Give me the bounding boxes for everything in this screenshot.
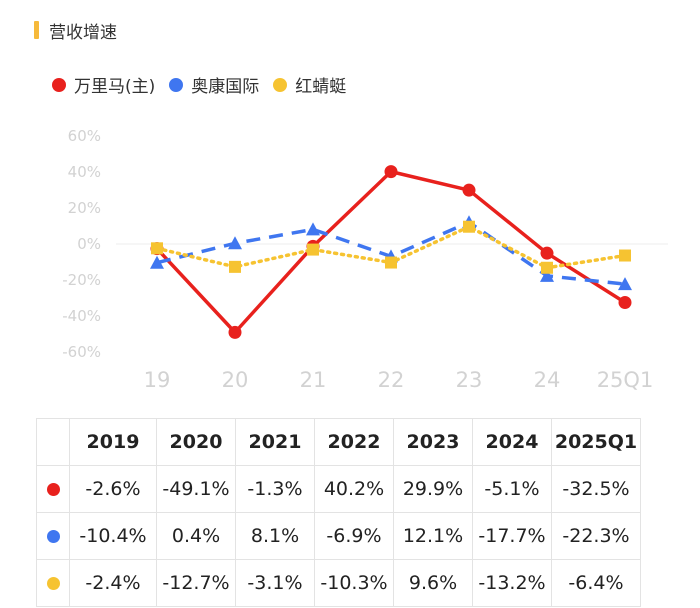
table-cell: 8.1% [235,512,315,560]
data-point-circle [228,325,242,339]
table-header-cell: 2019 [69,418,157,466]
data-point-circle [618,296,632,309]
table-cell: -2.6% [69,465,157,513]
x-tick-label: 22 [378,368,405,392]
table-cell: -1.3% [235,465,315,513]
table-corner-cell [36,418,70,466]
legend-item-series-2[interactable]: 奥康国际 [169,72,259,97]
legend-item-series-3[interactable]: 红蜻蜓 [273,72,346,97]
data-point-square [541,261,553,274]
data-point-triangle [306,222,320,236]
legend-dot-icon [52,77,66,92]
x-tick-label: 21 [300,368,327,392]
table-cell: 40.2% [314,465,394,513]
table-cell: -49.1% [156,465,236,513]
data-point-triangle [618,277,632,291]
table-cell: -10.4% [69,512,157,560]
data-point-square [229,260,241,273]
chart-legend: 万里马(主) 奥康国际 红蜻蜓 [52,72,360,97]
row-marker-cell [36,512,70,560]
table-cell: -6.4% [551,559,641,607]
table-cell: 9.6% [393,559,473,607]
legend-dot-icon [169,77,184,92]
table-cell: -3.1% [235,559,315,607]
data-point-triangle [228,236,242,250]
data-point-square [619,249,631,262]
legend-label: 奥康国际 [191,77,260,97]
legend-label: 万里马(主) [74,77,156,97]
table-cell: -2.4% [69,559,157,607]
series-dot-icon [46,577,60,590]
table-header-cell: 2020 [156,418,236,466]
data-point-triangle [150,255,164,269]
table-cell: -6.9% [314,512,394,560]
y-tick-label: 60% [68,127,101,145]
table-header-cell: 2023 [393,418,473,466]
y-tick-label: 40% [68,163,101,181]
x-tick-label: 19 [144,368,171,392]
table-header-cell: 2022 [314,418,394,466]
table-cell: -5.1% [472,465,552,513]
legend-dot-icon [273,77,288,92]
table-cell: -12.7% [156,559,236,607]
table-header-cell: 2025Q1 [551,418,641,466]
x-tick-label: 23 [456,368,483,392]
data-point-circle [384,165,398,179]
y-tick-label: -20% [62,271,101,289]
table-cell: 29.9% [393,465,473,513]
data-point-circle [462,183,476,197]
data-point-square [463,220,475,233]
table-cell: -22.3% [551,512,641,560]
table-cell: 12.1% [393,512,473,560]
table-cell: -10.3% [314,559,394,607]
title-accent-bar [34,21,39,39]
y-tick-label: 0% [77,235,101,253]
legend-item-series-1[interactable]: 万里马(主) [52,72,155,97]
data-point-triangle [540,268,554,282]
row-marker-cell [36,559,70,607]
row-marker-cell [36,465,70,513]
table-row: -10.4% 0.4% 8.1% -6.9% 12.1% -17.7% -22.… [36,512,641,560]
table-row: -2.6% -49.1% -1.3% 40.2% 29.9% -5.1% -32… [36,465,641,513]
table-header-cell: 2024 [472,418,552,466]
series-dot-icon [46,530,60,543]
table-cell: -17.7% [472,512,552,560]
line-chart: 60% 40% 20% 0% -20% -40% -60% 19 20 21 22 23 24 25Q1 [62,127,668,392]
x-tick-label: 25Q1 [597,368,654,392]
legend-label: 红蜻蜓 [295,77,347,97]
table-cell: -32.5% [551,465,641,513]
data-point-square [151,242,163,255]
section-header: 营收增速 [34,18,117,43]
table-cell: 0.4% [156,512,236,560]
section-title: 营收增速 [49,22,117,43]
data-point-circle [540,246,554,260]
y-tick-label: -40% [62,307,101,325]
x-tick-label: 24 [534,368,561,392]
table-header-cell: 2021 [235,418,315,466]
table-header-row: 2019 2020 2021 2022 2023 2024 2025Q1 [36,418,641,466]
table-cell: -13.2% [472,559,552,607]
x-tick-label: 20 [222,368,249,392]
y-tick-label: 20% [68,199,101,217]
data-point-square [385,256,397,269]
series-dot-icon [46,483,60,496]
y-tick-label: -60% [62,343,101,361]
data-point-square [307,243,319,256]
data-table: 2019 2020 2021 2022 2023 2024 2025Q1 -2.… [36,418,641,607]
table-row: -2.4% -12.7% -3.1% -10.3% 9.6% -13.2% -6… [36,559,641,607]
